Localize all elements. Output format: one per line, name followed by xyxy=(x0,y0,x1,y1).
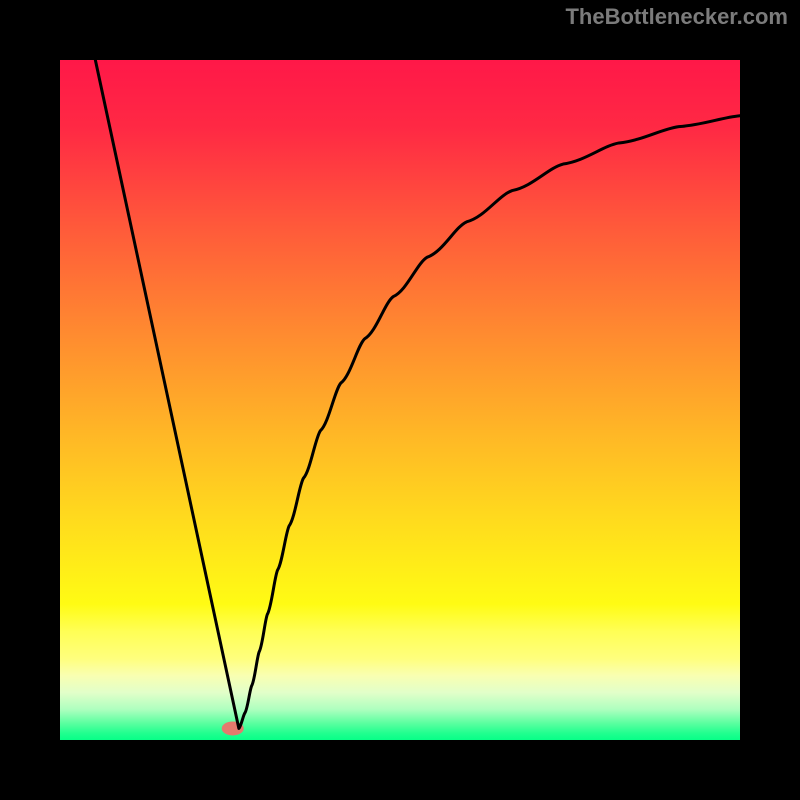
gradient-background xyxy=(60,60,740,740)
chart-svg xyxy=(60,60,740,740)
plot-area xyxy=(60,60,740,740)
watermark-text: TheBottlenecker.com xyxy=(565,4,788,30)
